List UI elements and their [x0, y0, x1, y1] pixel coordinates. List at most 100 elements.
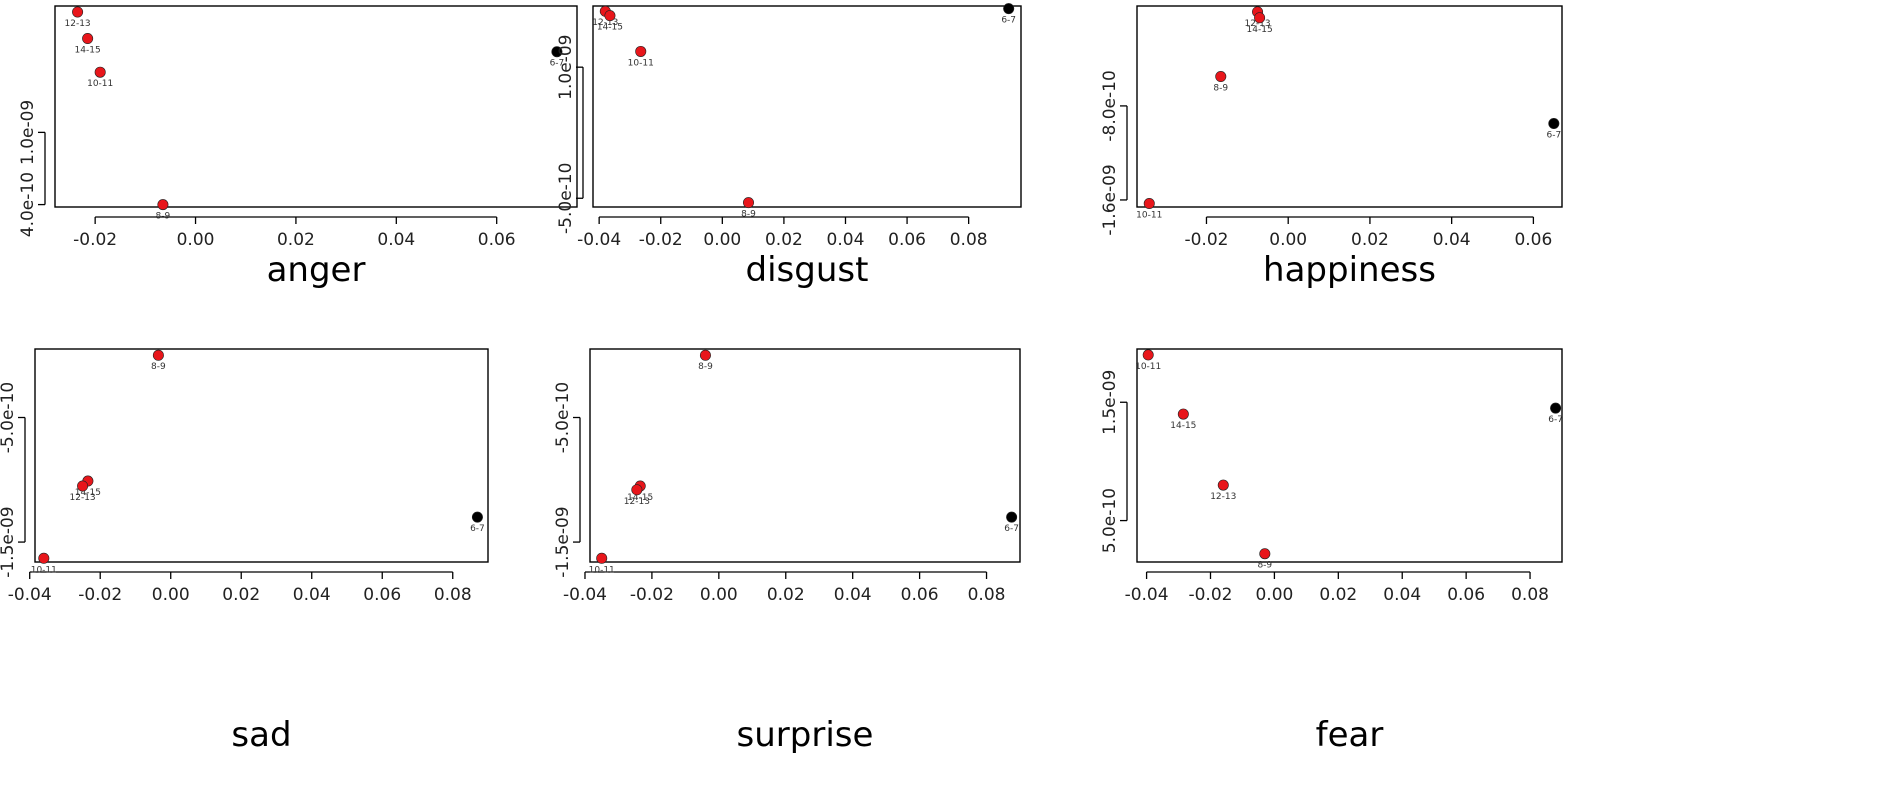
data-point-14-15 [1177, 408, 1189, 420]
point-label: 8-9 [1257, 561, 1272, 571]
point-label: 8-9 [698, 362, 713, 372]
plot-frame [54, 5, 578, 208]
x-tick-label: 0.02 [767, 585, 805, 605]
y-tick-label: 1.5e-09 [1100, 370, 1120, 435]
point-label: 10-11 [31, 565, 57, 575]
x-tick-label: 0.00 [152, 585, 190, 605]
point-label: 6-7 [550, 59, 565, 69]
x-tick-label: -0.04 [1125, 585, 1169, 605]
y-tick-label: -1.5e-09 [553, 506, 573, 577]
point-label: 14-15 [75, 488, 101, 498]
x-tick-label: 0.02 [1351, 230, 1389, 250]
point-label: 14-15 [627, 493, 653, 503]
point-label: 12-13 [1244, 19, 1270, 29]
y-tick-label: 4.0e-10 [18, 172, 38, 237]
point-label: 10-11 [589, 565, 615, 575]
x-tick-label: 0.04 [1433, 230, 1471, 250]
x-tick-label: -0.02 [1184, 230, 1228, 250]
data-point-10-11 [38, 552, 50, 564]
x-tick-label: -0.02 [78, 585, 122, 605]
x-tick-label: -0.02 [630, 585, 674, 605]
y-tick-label: -5.0e-10 [553, 382, 573, 453]
panel-title: sad [231, 715, 291, 755]
x-tick-label: -0.02 [639, 230, 683, 250]
x-tick-label: 0.02 [765, 230, 803, 250]
panel-title: happiness [1263, 250, 1436, 290]
point-label: 6-7 [1001, 16, 1016, 26]
data-point-14-15 [82, 32, 94, 44]
x-tick-label: 0.04 [293, 585, 331, 605]
point-label: 10-11 [87, 79, 113, 89]
x-tick-label: 0.02 [277, 230, 315, 250]
point-label: 12-13 [65, 19, 91, 29]
x-tick-label: -0.04 [563, 585, 607, 605]
data-point-12-13 [72, 6, 84, 18]
data-point-10-11 [94, 66, 106, 78]
x-tick-label: 0.00 [1255, 585, 1293, 605]
data-point-12-13 [1217, 479, 1229, 491]
point-label: 10-11 [1136, 210, 1162, 220]
data-point-14-15 [604, 10, 616, 22]
point-label: 6-7 [1546, 131, 1561, 141]
plot-frame [592, 5, 1022, 208]
point-label: 14-15 [75, 45, 101, 55]
point-label: 6-7 [1004, 524, 1019, 534]
x-tick-label: 0.00 [703, 230, 741, 250]
x-tick-label: 0.00 [1269, 230, 1307, 250]
panel-title: anger [267, 250, 366, 290]
data-point-6-7 [1006, 511, 1018, 523]
panel-anger: -0.02 0.00 0.02 0.04 0.06 4.0e-10 1.0e-09 12-13… [18, 5, 578, 290]
x-tick-label: 0.06 [478, 230, 516, 250]
x-tick-label: 0.06 [1447, 585, 1485, 605]
point-label: 12-13 [592, 18, 618, 28]
point-label: 12-13 [624, 497, 650, 507]
point-label: 12-13 [70, 493, 96, 503]
x-tick-label: -0.02 [1188, 585, 1232, 605]
data-point-8-9 [1215, 71, 1227, 83]
panel-title: fear [1316, 715, 1384, 755]
x-tick-label: 0.06 [901, 585, 939, 605]
x-tick-label: 0.04 [834, 585, 872, 605]
y-tick-label: -5.0e-10 [0, 382, 18, 453]
x-tick-label: 0.00 [177, 230, 215, 250]
y-tick-label: 1.0e-09 [18, 100, 38, 165]
panel-title: disgust [746, 250, 869, 290]
x-tick-label: -0.04 [577, 230, 621, 250]
data-point-12-13 [77, 480, 89, 492]
x-tick-label: 0.02 [222, 585, 260, 605]
point-label: 14-15 [1247, 25, 1273, 35]
point-label: 6-7 [470, 524, 485, 534]
data-point-6-7 [551, 46, 563, 58]
data-point-6-7 [471, 511, 483, 523]
x-tick-label: 0.08 [950, 230, 988, 250]
x-tick-label: 0.08 [968, 585, 1006, 605]
data-point-10-11 [1142, 349, 1154, 361]
x-tick-label: 0.02 [1319, 585, 1357, 605]
data-point-6-7 [1550, 402, 1562, 414]
point-label: 8-9 [741, 210, 756, 220]
point-label: 14-15 [1170, 421, 1196, 431]
y-tick-label: 1.0e-09 [556, 35, 576, 100]
point-label: 8-9 [156, 212, 171, 222]
x-tick-label: 0.00 [700, 585, 738, 605]
y-tick-label: -5.0e-10 [556, 163, 576, 234]
point-label: 14-15 [597, 23, 623, 33]
data-point-10-11 [1143, 197, 1155, 209]
data-point-14-15 [1254, 12, 1266, 24]
point-label: 8-9 [1213, 84, 1228, 94]
x-tick-label: 0.06 [888, 230, 926, 250]
panel-disgust: -0.04 -0.02 0.00 0.02 0.04 0.06 0.08 -5.0e-10 1.… [556, 3, 1022, 290]
point-label: 10-11 [1135, 362, 1161, 372]
panel-happiness: -0.02 0.00 0.02 0.04 0.06 -1.6e-09 -8.0e-10 12-… [1100, 5, 1563, 290]
point-label: 10-11 [628, 58, 654, 68]
point-label: 12-13 [1210, 492, 1236, 502]
y-tick-label: -1.6e-09 [1100, 164, 1120, 235]
x-tick-label: 0.08 [1511, 585, 1549, 605]
y-tick-label: 5.0e-10 [1100, 488, 1120, 553]
panel-sad: -0.04 -0.02 0.00 0.02 0.04 0.06 0.08 -1.5e-09 -5… [0, 348, 489, 755]
data-point-12-13 [631, 484, 643, 496]
data-point-8-9 [157, 199, 169, 211]
panel-fear: -0.04 -0.02 0.00 0.02 0.04 0.06 0.08 5.0e-10 1.5… [1100, 348, 1563, 755]
x-tick-label: -0.02 [73, 230, 117, 250]
